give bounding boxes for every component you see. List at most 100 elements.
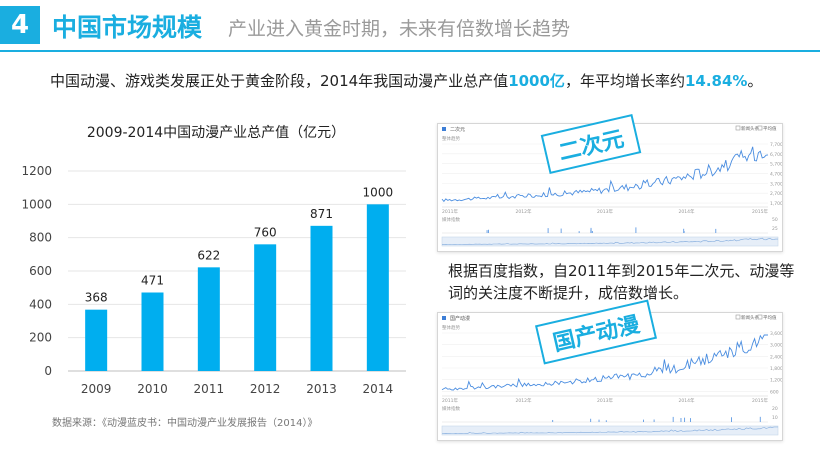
trend-ytick: 600 [770, 389, 779, 395]
page-title: 中国市场规模 [52, 13, 203, 42]
bar-2010 [141, 292, 164, 371]
trend-yticks: 7,700 6,700 5,700 4,700 3,700 2,700 1,700 [770, 142, 783, 207]
y-tick-label: 200 [29, 331, 52, 345]
intro-text: 中国动漫、游戏类发展正处于黄金阶段，2014年我国动漫产业总产值1000亿，年平… [50, 70, 762, 91]
trend-line [441, 146, 769, 203]
option-checkbox[interactable] [735, 314, 741, 320]
trend-year: 2012年 [516, 397, 532, 404]
media-section-title: 媒体指数 [442, 216, 460, 223]
y-tick-label: 1200 [21, 164, 52, 178]
y-tick-label: 0 [44, 364, 52, 378]
chart-grid [68, 170, 406, 372]
trend-year: 2014年 [679, 208, 695, 215]
x-tick-label: 2011 [194, 382, 225, 396]
trend-ytick: 1,700 [770, 201, 782, 207]
legend-swatch [442, 127, 446, 131]
intro-part2: ，年平均增长率约 [564, 72, 685, 90]
trend-year: 2014年 [679, 397, 695, 404]
data-source: 数据来源：《动漫蓝皮书：中国动漫产业发展报告（2014）》 [52, 418, 318, 429]
option-average: 平均值 [763, 314, 777, 321]
trend-subtitle: 整体趋势 [442, 324, 460, 331]
trend-years: 2011年 2012年 2013年 2014年 2015年 [442, 397, 768, 404]
trend-legend: 国产动漫 [450, 315, 470, 322]
time-range-slider[interactable] [441, 236, 779, 247]
trend-year: 2015年 [752, 208, 768, 215]
y-tick-label: 600 [29, 264, 52, 278]
bar-2013 [310, 225, 333, 371]
trend-ytick: 1,200 [770, 378, 782, 384]
y-tick-label: 800 [29, 231, 52, 245]
chart-bars [85, 204, 389, 371]
media-spikes [486, 227, 717, 233]
media-section-title: 媒体指数 [442, 405, 460, 412]
option-checkbox[interactable] [735, 125, 741, 131]
option-news: 新闻头条 [741, 125, 759, 132]
trend-chart-erciyuan: 二次元 整体趋势 新闻头条 平均值 7,700 6,700 5,700 4,700 3,… [441, 125, 783, 247]
trend-ytick: 6,700 [770, 152, 782, 158]
trend-ytick: 5,700 [770, 162, 782, 168]
trend-ytick: 3,700 [770, 181, 782, 187]
bar-2011 [197, 267, 220, 371]
data-label: 368 [85, 291, 108, 305]
trend-year: 2012年 [516, 208, 532, 215]
trend-subtitle: 整体趋势 [442, 135, 460, 142]
trend-ytick: 3,600 [770, 331, 782, 337]
bar-2012 [254, 244, 277, 371]
x-tick-label: 2012 [250, 382, 281, 396]
media-spikes [552, 416, 761, 422]
trend-line [441, 334, 768, 391]
media-tick: 50 [772, 217, 778, 223]
x-tick-label: 2014 [363, 382, 394, 396]
option-checkbox[interactable] [757, 125, 763, 131]
trend-ytick: 4,700 [770, 172, 782, 178]
bar-chart: 2009-2014中国动漫产业总产值（亿元） 0 200 400 600 800 1000… [21, 125, 406, 396]
time-range-slider[interactable] [441, 425, 779, 436]
trend-year: 2011年 [442, 397, 458, 404]
option-average: 平均值 [763, 125, 777, 132]
option-checkbox[interactable] [757, 314, 763, 320]
data-label: 622 [197, 248, 220, 262]
trend-ytick: 3,000 [770, 343, 782, 349]
data-label: 1000 [363, 185, 394, 199]
header-divider [0, 50, 820, 52]
intro-rate: 14.84% [684, 72, 748, 90]
media-tick: 10 [772, 415, 778, 421]
media-tick: 25 [772, 226, 778, 232]
trend-chart-guochan-dongman: 国产动漫 整体趋势 新闻头条 平均值 3,600 3,000 2,400 1,800 1… [441, 314, 783, 436]
trend-year: 2011年 [442, 208, 458, 215]
legend-swatch [442, 316, 446, 320]
chart-title: 2009-2014中国动漫产业总产值（亿元） [87, 125, 345, 141]
option-news: 新闻头条 [741, 314, 759, 321]
page-subtitle: 产业进入黄金时期，未来有倍数增长趋势 [228, 18, 571, 40]
media-tick: 20 [772, 406, 778, 412]
data-label: 471 [141, 274, 164, 288]
trend-years: 2011年 2012年 2013年 2014年 2015年 [442, 208, 768, 215]
trend-ytick: 2,700 [770, 191, 782, 197]
trend-ytick: 1,800 [770, 366, 782, 372]
chart-data-labels: 368 471 622 760 871 1000 [85, 185, 393, 304]
data-label: 871 [310, 207, 333, 221]
x-tick-label: 2009 [81, 382, 112, 396]
intro-part3: 。 [747, 72, 763, 90]
trend-ytick: 2,400 [770, 354, 782, 360]
trend-legend: 二次元 [450, 126, 465, 133]
header: 4 中国市场规模 产业进入黄金时期，未来有倍数增长趋势 [0, 0, 820, 52]
mini-trend-line [441, 426, 778, 434]
section-number: 4 [0, 6, 40, 44]
trend-year: 2015年 [752, 397, 768, 404]
x-tick-label: 2013 [306, 382, 337, 396]
y-tick-label: 1000 [21, 197, 52, 211]
trend-year: 2013年 [597, 208, 613, 215]
baidu-index-note: 根据百度指数，自2011年到2015年二次元、动漫等词的关注度不断提升，成倍数增… [448, 262, 795, 302]
y-tick-label: 400 [29, 297, 52, 311]
data-label: 760 [254, 225, 277, 239]
bar-2009 [85, 309, 108, 371]
trend-yticks: 3,600 3,000 2,400 1,800 1,200 600 [770, 331, 783, 395]
trend-ytick: 7,700 [770, 142, 782, 148]
intro-value: 1000亿 [508, 72, 565, 90]
bar-2014 [366, 204, 389, 371]
intro-part1: 中国动漫、游戏类发展正处于黄金阶段，2014年我国动漫产业总产值 [50, 72, 509, 90]
trend-year: 2013年 [597, 397, 613, 404]
chart-y-axis: 0 200 400 600 800 1000 1200 [21, 164, 52, 378]
x-tick-label: 2010 [137, 382, 168, 396]
